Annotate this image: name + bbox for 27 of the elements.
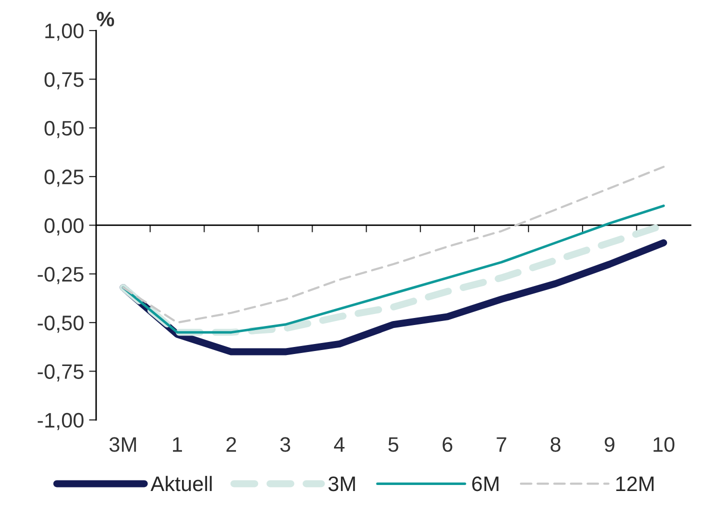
x-tick-label: 8	[550, 437, 560, 452]
y-tick-label: -0,25	[38, 266, 84, 284]
x-tick-label: 3M	[109, 437, 136, 452]
y-tick-label: -0,75	[38, 364, 84, 382]
x-tick-label: 9	[604, 437, 614, 452]
x-tick-label: 1	[172, 437, 182, 452]
x-tick-label: 3	[280, 437, 290, 452]
x-tick-label: 4	[334, 437, 345, 452]
y-tick-label: 0,25	[44, 170, 84, 187]
line-series	[122, 166, 665, 324]
y-tick-label: -1,00	[38, 412, 84, 430]
y-tick-label: 0,00	[44, 218, 84, 236]
y-tick-label: -0,50	[38, 316, 84, 333]
y-axis-title: %	[96, 12, 114, 26]
y-tick-label: 0,75	[44, 72, 84, 90]
x-tick-label: 10	[654, 437, 674, 452]
legend-label: Aktuell	[150, 476, 212, 492]
line-series	[122, 204, 665, 334]
x-tick-label: 7	[496, 437, 506, 452]
x-tick-label: 5	[388, 437, 398, 452]
legend-label: 12M	[616, 476, 654, 492]
legend-label: 6M	[472, 476, 498, 492]
y-tick-label: 1,00	[45, 24, 84, 41]
x-tick-label: 2	[226, 437, 236, 452]
legend-label: 3M	[328, 476, 355, 492]
y-tick-label: 0,50	[44, 120, 84, 138]
x-tick-label: 6	[442, 437, 452, 452]
